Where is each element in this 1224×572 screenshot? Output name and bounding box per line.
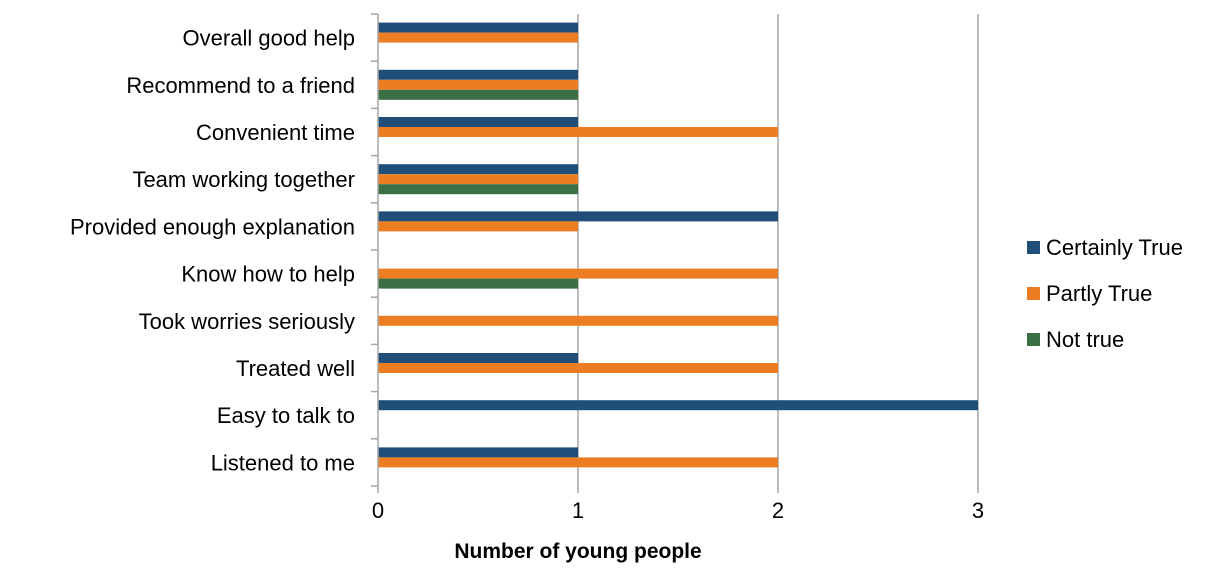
legend-label: Not true — [1046, 327, 1124, 352]
x-axis-title: Number of young people — [454, 540, 701, 563]
category-label: Recommend to a friend — [126, 73, 355, 98]
bar — [378, 127, 778, 137]
legend-label: Partly True — [1046, 281, 1152, 306]
category-label: Know how to help — [181, 262, 355, 287]
bar — [378, 79, 578, 90]
x-tick-label: 3 — [972, 498, 984, 523]
bar — [378, 447, 578, 458]
x-tick-label: 2 — [772, 498, 784, 523]
category-label: Took worries seriously — [139, 309, 355, 334]
bar — [378, 457, 778, 468]
category-label: Treated well — [236, 356, 355, 381]
bar — [378, 69, 578, 80]
category-label: Convenient time — [196, 120, 355, 145]
bar — [378, 363, 778, 373]
bar — [378, 184, 578, 195]
category-label: Provided enough explanation — [70, 214, 355, 239]
legend-label: Certainly True — [1046, 235, 1183, 260]
bar — [378, 353, 578, 363]
bar — [378, 211, 778, 222]
category-labels: Overall good help Recommend to a friend Co… — [70, 26, 355, 476]
bars — [378, 22, 978, 468]
category-label: Team working together — [132, 167, 355, 192]
x-tick-labels: 0 1 2 3 — [372, 498, 984, 523]
axes — [371, 13, 979, 493]
category-label: Easy to talk to — [217, 403, 355, 428]
bar — [378, 221, 578, 232]
category-label: Overall good help — [183, 26, 355, 51]
bar — [378, 400, 978, 411]
bar — [378, 32, 578, 43]
bar — [378, 268, 778, 279]
bar — [378, 22, 578, 33]
legend-swatch — [1027, 333, 1040, 346]
bar — [378, 164, 578, 175]
category-label: Listened to me — [211, 450, 355, 475]
bar — [378, 117, 578, 127]
x-tick-label: 1 — [572, 498, 584, 523]
grid-lines — [577, 14, 979, 486]
bar — [378, 89, 578, 100]
legend-swatch — [1027, 241, 1040, 254]
bar — [378, 278, 578, 289]
legend: Certainly True Partly True Not true — [1027, 235, 1183, 352]
bar — [378, 315, 778, 326]
legend-swatch — [1027, 287, 1040, 300]
bar — [378, 174, 578, 185]
x-tick-label: 0 — [372, 498, 384, 523]
